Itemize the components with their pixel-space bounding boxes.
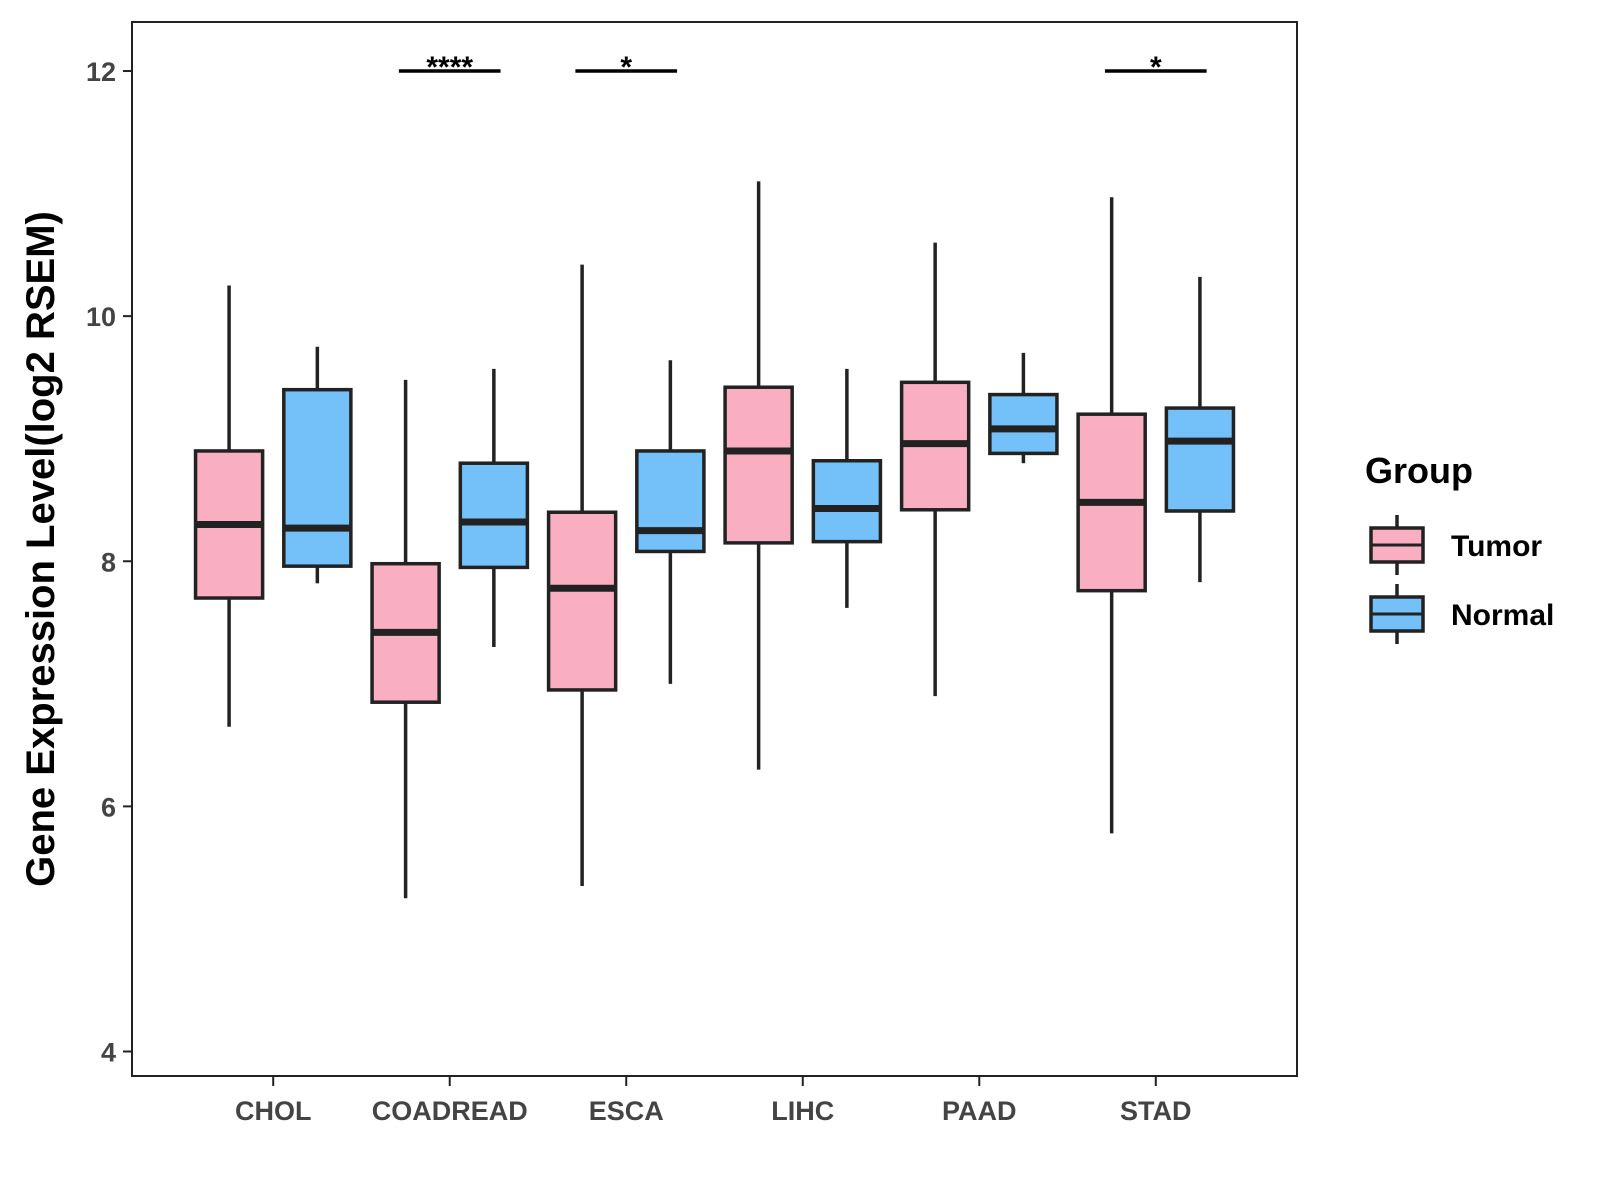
iqr-box [723, 385, 794, 545]
x-tick-label-chol: CHOL [235, 1096, 312, 1126]
box-normal-stad [1164, 276, 1236, 583]
box-tumor-chol [193, 285, 265, 727]
box-normal-lihc [811, 368, 883, 608]
iqr-box [546, 510, 618, 692]
iqr-box [988, 392, 1059, 456]
y-tick-label-10: 10 [86, 302, 116, 332]
x-tick-label-stad: STAD [1120, 1096, 1192, 1126]
y-tick-label-12: 12 [86, 57, 116, 87]
box-normal-chol [282, 346, 353, 584]
iqr-box [458, 461, 530, 570]
significance-label-coadread: **** [426, 51, 473, 84]
legend-title: Group [1365, 450, 1473, 491]
y-tick-label-4: 4 [101, 1037, 116, 1067]
x-tick-label-paad: PAAD [942, 1096, 1017, 1126]
box-normal-paad [988, 352, 1059, 464]
x-tick-label-esca: ESCA [589, 1096, 664, 1126]
boxes-layer [193, 181, 1236, 899]
iqr-box [635, 449, 706, 554]
y-axis-title: Gene Expression Level(log2 RSEM) [19, 211, 63, 887]
legend: Group Tumor Normal [1365, 450, 1554, 644]
legend-item-tumor: Tumor [1369, 515, 1542, 575]
significance-label-stad: * [1150, 51, 1162, 84]
box-tumor-paad [899, 242, 971, 697]
iqr-box [282, 387, 353, 568]
box-normal-coadread [458, 368, 530, 648]
y-axis: 4 6 8 10 12 [86, 57, 132, 1067]
legend-item-normal: Normal [1369, 584, 1554, 644]
significance-label-esca: * [620, 51, 632, 84]
box-normal-esca [635, 360, 706, 684]
legend-label-tumor: Tumor [1451, 530, 1542, 563]
box-tumor-lihc [723, 181, 794, 770]
x-tick-label-lihc: LIHC [771, 1096, 834, 1126]
x-tick-label-coadread: COADREAD [372, 1096, 528, 1126]
significance-layer: **** * * [398, 51, 1207, 84]
box-tumor-stad [1076, 197, 1147, 834]
plot-panel-border [131, 21, 1298, 1077]
x-axis: CHOL COADREAD ESCA LIHC PAAD STAD [235, 1076, 1192, 1126]
legend-label-normal: Normal [1451, 599, 1554, 632]
y-tick-label-8: 8 [101, 547, 116, 577]
box-tumor-coadread [370, 379, 441, 899]
y-tick-label-6: 6 [101, 792, 116, 822]
iqr-box [1164, 406, 1236, 513]
box-tumor-esca [546, 264, 618, 887]
iqr-box [811, 459, 883, 544]
